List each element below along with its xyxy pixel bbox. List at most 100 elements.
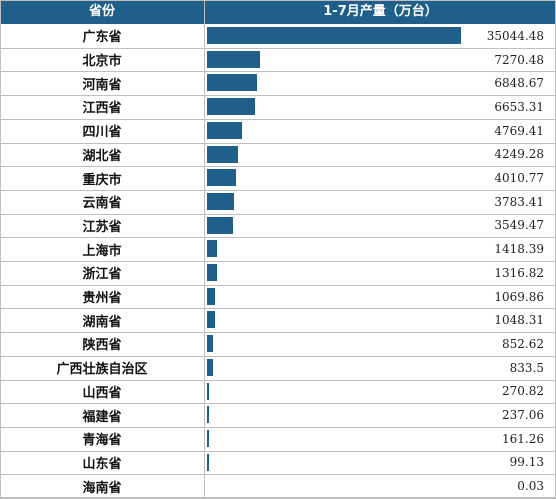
bar (207, 145, 238, 163)
row-divider (0, 332, 556, 334)
bar (207, 216, 233, 234)
row-divider (0, 403, 556, 405)
row-divider (0, 142, 556, 144)
value-label: 6848.67 (494, 76, 544, 91)
bar (207, 264, 217, 281)
province-label: 贵州省 (82, 291, 122, 307)
bar (207, 287, 215, 305)
table-row: 海南省 0.03 (0, 474, 556, 498)
column-divider (204, 0, 205, 498)
bar (207, 192, 235, 210)
table-row: 云南省 3783.41 (0, 190, 556, 214)
row-divider (0, 450, 556, 452)
bar (207, 50, 260, 68)
row-divider (0, 237, 556, 239)
value-label: 1316.82 (494, 265, 544, 280)
province-label: 四川省 (82, 125, 122, 141)
table-row: 山西省 270.82 (0, 380, 556, 404)
row-divider (0, 379, 556, 381)
value-label: 1048.31 (494, 313, 544, 328)
row-divider (0, 426, 556, 428)
bar (207, 358, 214, 376)
table-row: 青海省 161.26 (0, 427, 556, 451)
header-province: 省份 (0, 0, 204, 24)
bar (207, 169, 237, 187)
table-row: 北京市 7270.48 (0, 48, 556, 72)
table-row: 贵州省 1069.86 (0, 285, 556, 309)
bar (207, 429, 209, 447)
value-label: 35044.48 (486, 28, 544, 43)
value-label: 237.06 (502, 408, 544, 423)
table-row: 江西省 6653.31 (0, 95, 556, 119)
table-row: 山东省 99.13 (0, 451, 556, 475)
table-row: 陕西省 852.62 (0, 332, 556, 356)
value-label: 852.62 (502, 336, 544, 351)
value-label: 7270.48 (494, 52, 544, 67)
row-divider (0, 189, 556, 191)
row-divider (0, 118, 556, 120)
bar (207, 335, 214, 353)
row-divider (0, 284, 556, 286)
table-row: 重庆市 4010.77 (0, 166, 556, 190)
province-label: 山东省 (82, 456, 122, 472)
province-label: 上海市 (82, 243, 122, 259)
header-production: 1-7月产量（万台） (205, 0, 556, 24)
bar (207, 98, 256, 116)
province-label: 湖北省 (82, 148, 122, 164)
province-label: 福建省 (82, 409, 122, 425)
province-label: 广西壮族自治区 (56, 362, 148, 378)
value-label: 833.5 (509, 360, 544, 375)
province-label: 浙江省 (82, 267, 122, 283)
value-label: 4010.77 (494, 171, 544, 186)
value-label: 161.26 (502, 431, 544, 446)
province-label: 河南省 (82, 77, 122, 93)
table-row: 河南省 6848.67 (0, 71, 556, 95)
bar (207, 74, 257, 92)
row-divider (0, 261, 556, 262)
province-label: 江西省 (82, 101, 122, 117)
province-label: 重庆市 (82, 172, 122, 188)
table-row: 福建省 237.06 (0, 403, 556, 427)
row-divider (0, 355, 556, 357)
province-label: 江苏省 (82, 219, 122, 235)
table-row: 上海市 1418.39 (0, 237, 556, 261)
table-row: 江苏省 3549.47 (0, 214, 556, 238)
row-divider (0, 71, 556, 73)
bar (207, 27, 461, 44)
table-row: 湖南省 1048.31 (0, 308, 556, 332)
row-divider (0, 95, 556, 97)
province-label: 山西省 (82, 385, 122, 401)
province-label: 云南省 (82, 196, 122, 212)
row-divider (0, 166, 556, 168)
value-label: 270.82 (502, 384, 544, 399)
row-divider (0, 213, 556, 215)
table-row: 浙江省 1316.82 (0, 261, 556, 285)
bar (207, 121, 242, 139)
value-label: 4249.28 (494, 147, 544, 162)
value-label: 0.03 (517, 479, 544, 494)
value-label: 3783.41 (494, 194, 544, 209)
province-label: 陕西省 (82, 338, 122, 354)
row-divider (0, 47, 556, 49)
province-label: 海南省 (82, 480, 122, 496)
table-row: 湖北省 4249.28 (0, 143, 556, 167)
row-divider (0, 308, 556, 310)
bar (207, 453, 209, 471)
value-label: 1069.86 (494, 289, 544, 304)
bar (207, 240, 218, 258)
province-label: 北京市 (82, 54, 122, 70)
value-label: 1418.39 (494, 242, 544, 257)
bar (207, 406, 209, 424)
value-label: 3549.47 (494, 218, 544, 233)
bar (207, 311, 215, 329)
province-label: 广东省 (82, 30, 122, 46)
value-label: 6653.31 (494, 99, 544, 114)
bar (207, 382, 209, 400)
table-row: 四川省 4769.41 (0, 119, 556, 143)
province-label: 青海省 (82, 433, 122, 449)
value-label: 99.13 (509, 455, 544, 470)
table-row: 广西壮族自治区 833.5 (0, 356, 556, 380)
province-label: 湖南省 (82, 314, 122, 330)
